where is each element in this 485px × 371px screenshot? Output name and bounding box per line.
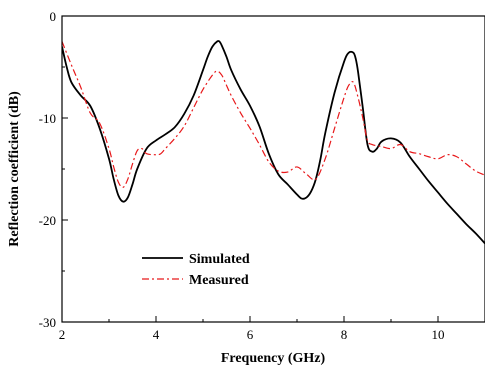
legend: Simulated Measured [142, 252, 250, 288]
y-tick-label: 0 [50, 9, 57, 24]
ticks-layer: 2 4 6 8 10 0 -10 -20 -30 [39, 9, 485, 342]
x-tick-label: 6 [247, 327, 254, 342]
legend-simulated-label: Simulated [189, 252, 250, 267]
y-tick-label: -30 [39, 315, 56, 330]
x-tick-label: 4 [153, 327, 160, 342]
y-tick-label: -20 [39, 213, 56, 228]
y-axis-title: Reflection coefficient (dB) [7, 91, 22, 247]
series-layer [62, 40, 485, 245]
y-tick-label: -10 [39, 111, 56, 126]
x-tick-label: 2 [59, 327, 66, 342]
series-line-simulated [62, 40, 485, 245]
legend-measured-label: Measured [189, 273, 249, 288]
x-axis-title: Frequency (GHz) [221, 351, 326, 366]
series-line-measured [62, 41, 485, 189]
x-tick-label: 10 [432, 327, 445, 342]
x-tick-label: 8 [341, 327, 348, 342]
